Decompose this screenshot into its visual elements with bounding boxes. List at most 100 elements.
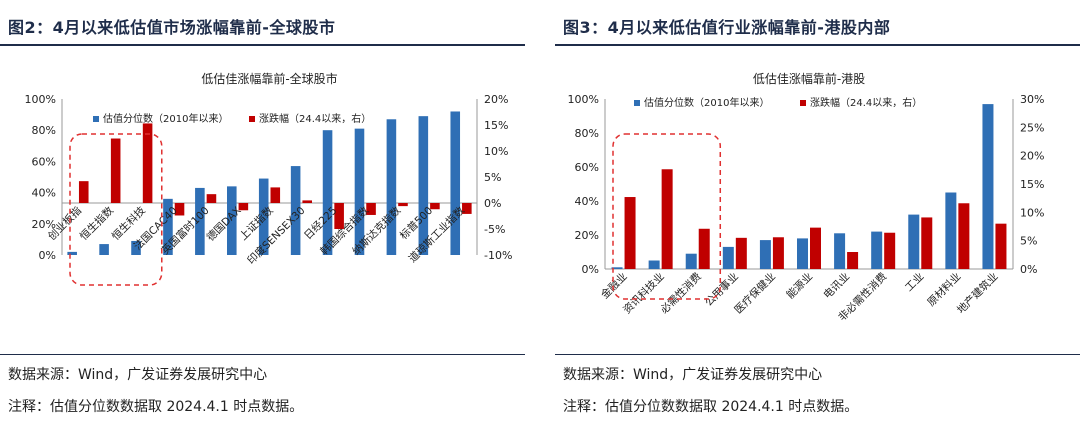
note-text: 注释：估值分位数数据取 2024.4.1 时点数据。 [563, 399, 859, 415]
change-bar [334, 203, 344, 229]
valuation-bar [67, 251, 77, 255]
valuation-bar [322, 130, 333, 255]
right-tick-label: 20% [484, 93, 508, 106]
figure-panel-global: 图2：4月以来低估值市场涨幅靠前-全球股市 低估佳涨幅靠前-全球股市 0% 20% 4… [0, 0, 525, 431]
change-bar [661, 169, 673, 269]
valuation-bar [386, 119, 397, 255]
right-tick-label: 20% [1020, 150, 1044, 163]
left-tick-label: 80% [575, 127, 599, 140]
change-bar [884, 232, 896, 269]
change-bar [772, 237, 784, 269]
source-text: 数据来源：Wind，广发证券发展研究中心 [563, 367, 823, 383]
valuation-bar [258, 178, 269, 255]
valuation-bar [982, 104, 994, 269]
category-label: 德国DAX [204, 204, 244, 244]
category-label: 电讯业 [821, 270, 852, 301]
left-tick-label: 0% [582, 263, 599, 276]
valuation-bar [908, 214, 920, 269]
change-bar [462, 203, 472, 214]
legend-label: 涨跌幅（24.4以来，右） [259, 112, 371, 125]
title-rule [555, 44, 1080, 46]
valuation-bar [227, 186, 237, 255]
left-tick-label: 60% [575, 161, 599, 174]
valuation-bar [195, 187, 205, 255]
right-tick-label: 0% [1020, 263, 1037, 276]
change-bar [847, 252, 859, 269]
source-text: 数据来源：Wind，广发证券发展研究中心 [8, 367, 268, 383]
valuation-bar [611, 267, 623, 269]
valuation-bar [450, 111, 461, 255]
valuation-bar [685, 253, 697, 269]
valuation-bar [759, 240, 771, 269]
legend-swatch [93, 116, 99, 122]
change-bar [206, 194, 217, 203]
change-bar [302, 200, 312, 203]
valuation-bar [945, 192, 957, 269]
legend-label: 估值分位数（2010年以来） [644, 96, 769, 109]
change-bar [110, 138, 121, 203]
right-tick-label: 0% [484, 197, 501, 210]
category-label: 能源业 [784, 270, 815, 301]
left-tick-label: 20% [575, 229, 599, 242]
right-tick-label: 25% [1020, 121, 1044, 134]
change-bar [698, 228, 710, 269]
change-bar [238, 203, 249, 211]
valuation-bar [418, 116, 429, 255]
valuation-bar [163, 198, 173, 255]
source-rule [0, 354, 525, 355]
left-tick-label: 0% [39, 249, 56, 262]
left-tick-label: 100% [25, 93, 56, 106]
valuation-bar [99, 244, 109, 255]
right-tick-label: -10% [484, 249, 512, 262]
legend-swatch [634, 100, 640, 106]
chart-hk-sectors: 低估佳涨幅靠前-港股 0% 20% 40% 60% 80% 100% 0% 5% 10% 15% 20… [568, 71, 1045, 324]
title-rule [0, 44, 525, 46]
change-bar [810, 227, 821, 269]
right-tick-label: 15% [484, 119, 508, 132]
left-tick-label: 100% [568, 93, 599, 106]
change-bar [142, 123, 153, 203]
category-label: 工业 [903, 271, 926, 294]
change-bar [270, 187, 281, 203]
category-label: 恒生指数 [77, 204, 116, 243]
valuation-bar [290, 166, 301, 255]
valuation-bar [722, 246, 734, 269]
valuation-bar [354, 128, 365, 255]
change-bar [921, 217, 933, 269]
right-tick-label: 10% [484, 145, 508, 158]
right-tick-label: 5% [1020, 235, 1037, 248]
category-label: 原材料业 [925, 270, 964, 309]
legend-label: 涨跌幅（24.4以来，右） [810, 96, 922, 109]
valuation-bar [834, 233, 846, 269]
source-rule [555, 354, 1080, 355]
figure-title: 图2：4月以来低估值市场涨幅靠前-全球股市 [8, 18, 336, 37]
left-tick-label: 80% [32, 124, 56, 137]
right-tick-label: 30% [1020, 93, 1044, 106]
valuation-bar [871, 231, 883, 269]
figure-panel-hk: 图3：4月以来低估值行业涨幅靠前-港股内部 低估佳涨幅靠前-港股 0% 20% 40%… [555, 0, 1080, 431]
left-tick-label: 20% [32, 218, 56, 231]
chart-title: 低估佳涨幅靠前-港股 [753, 71, 865, 86]
right-tick-label: -5% [484, 223, 505, 236]
category-label: 公用事业 [702, 270, 741, 309]
valuation-bar [648, 260, 660, 269]
left-tick-label: 60% [32, 155, 56, 168]
right-tick-label: 15% [1020, 178, 1044, 191]
right-tick-label: 5% [484, 171, 501, 184]
change-bar [430, 203, 440, 210]
category-label: 金融业 [598, 270, 629, 301]
highlight-box [69, 133, 163, 286]
right-tick-label: 10% [1020, 206, 1044, 219]
figure-title: 图3：4月以来低估值行业涨幅靠前-港股内部 [563, 18, 891, 37]
valuation-bar [797, 238, 808, 269]
legend-swatch [249, 116, 255, 122]
change-bar [958, 203, 970, 269]
chart-global-markets: 低估佳涨幅靠前-全球股市 0% 20% 40% 60% 80% 100% -10% -5% 0% 5… [25, 71, 512, 286]
change-bar [735, 237, 747, 269]
change-bar [398, 203, 408, 207]
highlight-box [612, 133, 722, 300]
left-tick-label: 40% [32, 187, 56, 200]
change-bar [366, 203, 376, 215]
left-tick-label: 40% [575, 195, 599, 208]
legend-swatch [800, 100, 806, 106]
